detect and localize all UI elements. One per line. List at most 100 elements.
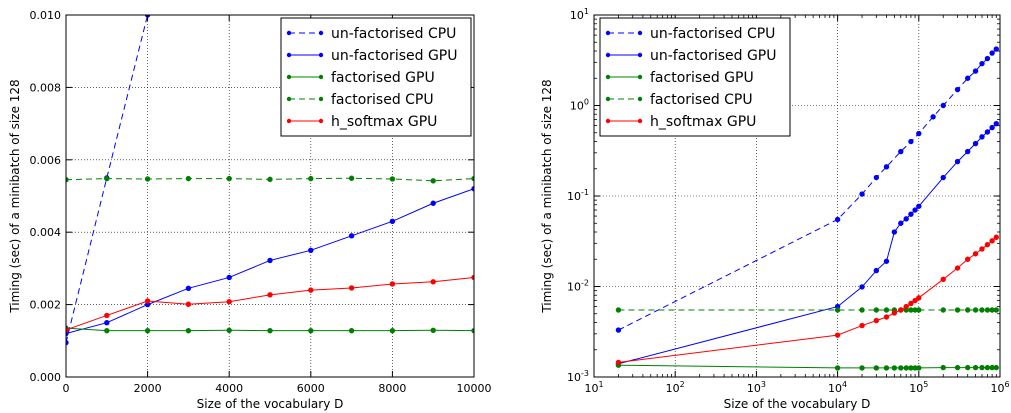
data-point: [267, 292, 273, 298]
data-point: [348, 233, 355, 239]
data-point: [972, 364, 979, 371]
x-tick-label: 0: [63, 382, 70, 395]
data-point: [908, 300, 914, 307]
legend-swatch-marker: [318, 52, 324, 58]
data-point: [308, 247, 314, 254]
y-tick-label: 0.006: [30, 154, 62, 167]
data-point: [615, 327, 622, 333]
log-timing-chart: 101 102 103 104 105 106 10-3 10-2 10-1 100 101 Siz…: [540, 7, 1010, 411]
data-point: [989, 50, 995, 56]
data-point: [984, 55, 991, 62]
data-point: [104, 320, 110, 326]
data-point: [348, 175, 355, 181]
x-tick-label: 101: [584, 380, 603, 395]
tick-layer: 101 102 103 104 105 106 10-3 10-2 10-1 100 101: [567, 7, 1010, 395]
data-point: [964, 256, 971, 262]
legend-label: factorised GPU: [331, 70, 435, 86]
data-point: [308, 287, 314, 293]
y-axis-label: Timing (sec) of a minibatch of size 128: [540, 79, 554, 313]
data-point: [908, 211, 914, 217]
data-point: [834, 365, 841, 371]
data-point: [883, 164, 890, 170]
data-point: [964, 75, 971, 81]
data-point: [308, 327, 314, 334]
data-point: [972, 251, 979, 257]
data-point: [873, 174, 880, 181]
data-point: [912, 207, 918, 213]
data-point: [389, 327, 396, 334]
legend-swatch-marker: [286, 96, 292, 102]
data-point: [984, 307, 991, 313]
legend-swatch-marker: [318, 30, 324, 36]
data-point: [104, 175, 110, 182]
series-group: [66, 15, 474, 346]
data-point: [891, 310, 898, 316]
data-point: [144, 327, 151, 334]
data-point: [144, 176, 151, 182]
legend-swatch-marker: [605, 118, 611, 124]
legend-swatch-marker: [637, 118, 643, 124]
data-point: [954, 307, 961, 313]
data-point: [615, 307, 622, 313]
data-point: [430, 178, 436, 184]
data-point: [916, 365, 922, 371]
data-point: [859, 191, 865, 197]
y-tick-label: 0.008: [30, 81, 62, 94]
x-tick-label: 104: [828, 380, 847, 395]
legend: un-factorised CPU un-factorised GPU factor…: [280, 17, 472, 137]
data-point: [144, 298, 151, 304]
x-tick-label: 2000: [134, 382, 162, 395]
data-point: [964, 364, 971, 371]
legend: un-factorised CPU un-factorised GPU factor…: [599, 17, 791, 137]
data-point: [984, 129, 991, 135]
legend-label: h_softmax GPU: [650, 114, 756, 130]
legend-swatch-marker: [605, 52, 611, 58]
data-point: [993, 364, 999, 371]
data-point: [226, 327, 232, 334]
data-point: [898, 365, 904, 371]
data-point: [984, 241, 991, 248]
data-point: [903, 365, 909, 371]
data-point: [891, 365, 898, 371]
data-point: [898, 220, 904, 226]
data-point: [993, 307, 999, 313]
data-point: [908, 138, 914, 145]
data-point: [954, 265, 961, 271]
legend-swatch-marker: [637, 52, 643, 58]
y-tick-label: 10-3: [567, 369, 589, 384]
data-point: [898, 307, 904, 313]
data-point: [66, 327, 69, 333]
data-point: [226, 274, 232, 281]
legend-label: un-factorised GPU: [650, 48, 777, 64]
data-point: [940, 364, 946, 371]
data-point: [979, 60, 985, 67]
data-point: [940, 102, 946, 109]
data-point: [979, 246, 985, 252]
data-point: [66, 339, 69, 346]
y-tick-label: 0.010: [30, 9, 62, 22]
x-tick-label: 106: [990, 380, 1009, 395]
legend-swatch-marker: [286, 30, 292, 36]
data-point: [873, 317, 880, 324]
data-point: [972, 68, 979, 74]
y-tick-label: 10-2: [567, 279, 589, 294]
data-point: [964, 307, 971, 313]
data-point: [859, 284, 865, 290]
data-point: [834, 307, 841, 313]
x-axis-label: Size of the vocabulary D: [724, 397, 871, 411]
data-point: [430, 279, 436, 285]
tick-layer: 0 2000 4000 6000 8000 10000 0.000 0.002 0.004 0.0…: [30, 9, 492, 395]
legend-swatch-marker: [318, 74, 324, 80]
data-point: [185, 327, 192, 334]
legend-swatch-marker: [605, 74, 611, 80]
data-point: [940, 174, 946, 181]
data-point: [916, 307, 922, 313]
y-tick-label: 0.002: [30, 299, 62, 312]
data-point: [226, 175, 232, 182]
data-point: [873, 267, 880, 274]
data-point: [267, 327, 273, 334]
data-point: [873, 365, 880, 371]
series-line: [66, 15, 149, 343]
data-point: [185, 285, 192, 292]
